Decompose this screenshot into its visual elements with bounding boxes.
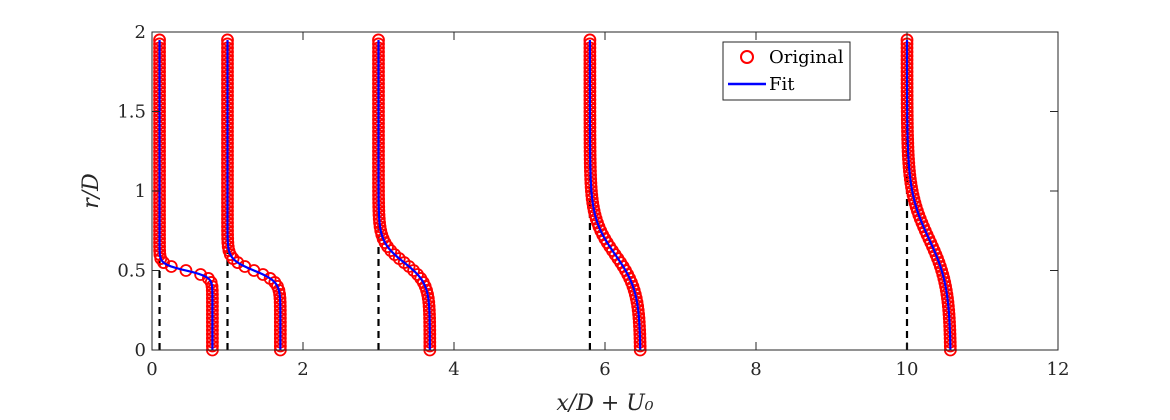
x-tick-label: 6	[599, 359, 610, 380]
y-tick-label: 0	[135, 340, 146, 361]
fit-line	[905, 39, 952, 351]
fit-line	[226, 39, 282, 350]
original-point	[414, 272, 428, 285]
original-point	[194, 268, 208, 281]
original-point	[201, 272, 215, 285]
x-tick-label: 4	[448, 359, 459, 380]
legend-fit-label: Fit	[769, 74, 795, 95]
x-tick-label: 12	[1047, 359, 1070, 380]
legend-original-marker	[740, 50, 754, 64]
legend: Original Fit	[722, 41, 851, 101]
y-tick-label: 0.5	[117, 261, 146, 282]
original-point	[411, 268, 424, 281]
y-tick-label: 2	[135, 22, 146, 43]
y-tick-label: 1.5	[117, 102, 146, 123]
original-point	[164, 260, 178, 273]
fit-line	[588, 39, 642, 351]
x-axis-label: x/D + U₀	[556, 391, 653, 416]
x-tick-label: 2	[297, 359, 308, 380]
fit-line	[158, 39, 214, 350]
y-tick-label: 1	[135, 181, 146, 202]
original-point	[263, 272, 277, 285]
x-tick-label: 8	[750, 359, 761, 380]
x-tick-label: 10	[896, 359, 919, 380]
original-point	[238, 260, 252, 273]
fit-line	[377, 39, 431, 350]
y-axis-label: r/D	[79, 173, 104, 209]
x-tick-label: 0	[146, 359, 157, 380]
original-point	[388, 248, 402, 262]
legend-original-label: Original	[769, 47, 844, 68]
original-point	[179, 264, 193, 277]
